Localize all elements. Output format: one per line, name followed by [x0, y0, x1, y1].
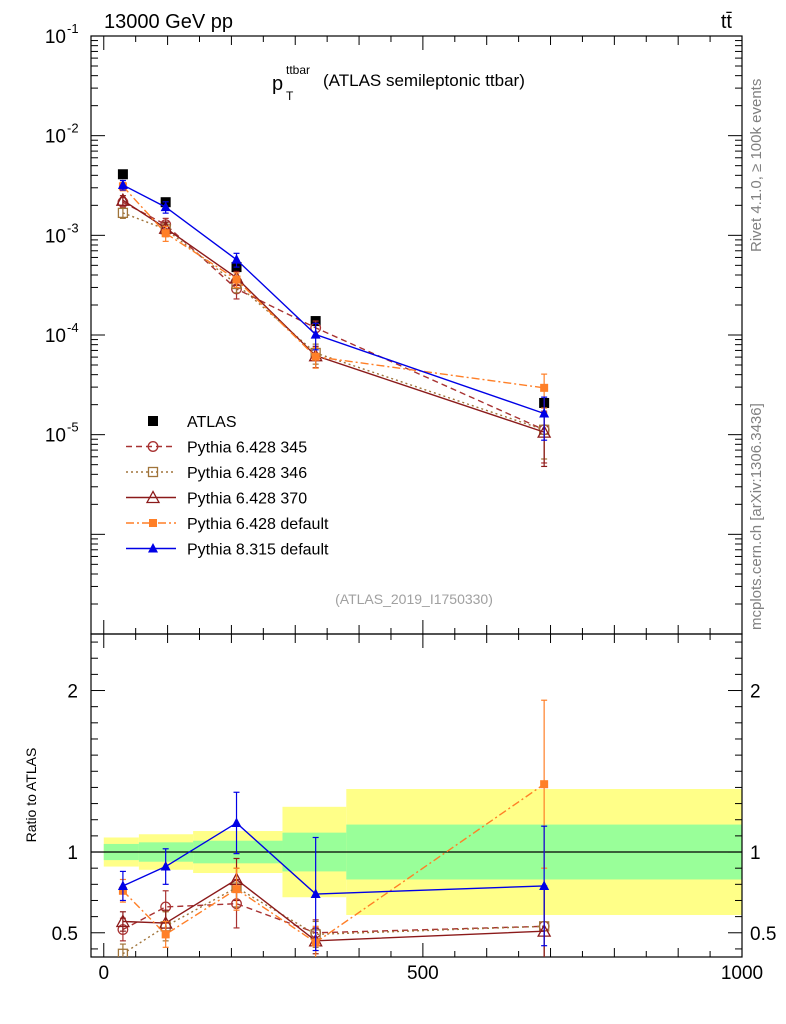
rivet-label: Rivet 4.1.0, ≥ 100k events	[748, 79, 765, 252]
legend-marker	[148, 543, 158, 553]
ratio-point	[161, 930, 170, 939]
legend-entry: Pythia 6.428 345	[126, 440, 307, 457]
ratio-point	[539, 880, 550, 890]
ratio-frame	[90, 633, 743, 958]
series-pythia-6-428-345	[117, 196, 550, 464]
data-point	[117, 207, 129, 219]
series-pythia-6-428-default	[118, 181, 549, 409]
title-sup: ttbar	[286, 63, 310, 77]
ratio-y-tick-label: 1	[67, 843, 78, 864]
series-pythia-8-315-default	[117, 179, 550, 441]
ratio-y-tick-label-right: 1	[750, 843, 761, 864]
legend-label: Pythia 8.315 default	[187, 542, 329, 559]
legend-label: Pythia 6.428 370	[187, 491, 307, 508]
x-tick-label: 500	[407, 963, 439, 984]
ratio-point	[540, 780, 549, 789]
y-tick-label: 10 -2	[45, 121, 79, 148]
ratio-point	[160, 861, 171, 871]
ratio-point	[115, 914, 131, 928]
legend-entry: ATLAS	[148, 414, 237, 431]
legend-label: ATLAS	[187, 414, 237, 431]
data-point	[540, 383, 549, 392]
y-tick-label-base: 10	[45, 27, 66, 48]
ratio-panel: 0.5 0.5 1 1 2 2 0 500 1000	[52, 633, 776, 984]
data-point	[310, 329, 321, 339]
data-point	[232, 275, 241, 284]
series-pythia-6-428-370	[115, 192, 552, 468]
data-point	[117, 169, 128, 180]
legend-marker	[148, 416, 158, 426]
legend-entry: Pythia 6.428 default	[126, 516, 329, 533]
title-sub: T	[286, 89, 294, 103]
y-tick-label-exp: -3	[67, 220, 79, 235]
data-point	[539, 408, 550, 418]
series-atlas	[117, 169, 550, 408]
series-line	[122, 212, 545, 431]
ratio-y-tick-label-right: 0.5	[750, 924, 776, 945]
legend-marker	[147, 466, 159, 478]
y-tick-label-base: 10	[45, 426, 66, 447]
ratio-ylabel: Ratio to ATLAS	[23, 748, 39, 843]
ratio-point	[231, 817, 242, 827]
process-label: tt̄	[721, 11, 733, 33]
legend-label: Pythia 6.428 default	[187, 516, 329, 533]
data-point	[115, 192, 131, 206]
data-point	[231, 254, 242, 264]
plot-title: p ttbar T (ATLAS semileptonic ttbar)	[272, 63, 525, 103]
source-label: mcplots.cern.ch [arXiv:1306.3436]	[748, 403, 765, 630]
y-tick-label: 10 -1	[45, 21, 79, 48]
series-line	[122, 201, 545, 431]
analysis-id: (ATLAS_2019_I1750330)	[335, 591, 493, 607]
y-tick-label-exp: -5	[67, 420, 79, 435]
series-pythia-6-428-346	[117, 207, 550, 460]
energy-label: 13000 GeV pp	[104, 11, 233, 33]
legend-label: Pythia 6.428 346	[187, 465, 307, 482]
y-tick-label: 10 -5	[45, 420, 79, 447]
legend-entry: Pythia 6.428 370	[126, 490, 307, 508]
y-tick-label: 10 -3	[45, 220, 79, 247]
data-point	[117, 179, 128, 189]
legend-entry: Pythia 8.315 default	[126, 542, 329, 559]
legend-marker	[149, 519, 157, 527]
ratio-series	[115, 699, 552, 957]
y-tick-label: 10 -4	[45, 320, 79, 347]
y-tick-label-base: 10	[45, 226, 66, 247]
legend-marker	[147, 441, 159, 452]
series-line	[122, 185, 545, 389]
ratio-point	[117, 880, 128, 890]
y-tick-label-base: 10	[45, 127, 66, 148]
title-main: p	[272, 73, 283, 95]
x-tick-label: 1000	[721, 963, 763, 984]
main-panel: 10-510-410-310-210-1	[45, 21, 743, 635]
ratio-point	[232, 885, 241, 894]
data-point	[160, 201, 171, 212]
series-line	[122, 184, 545, 415]
data-point	[311, 352, 320, 361]
legend: ATLAS Pythia 6.428 345 Pythia 6.428 346 Pyt…	[126, 414, 329, 559]
x-tick-label: 0	[98, 963, 109, 984]
ratio-y-tick-label: 2	[67, 682, 78, 703]
y-tick-label-exp: -4	[67, 320, 79, 335]
ratio-series-pythia-8-315-default	[117, 791, 550, 952]
ratio-point	[310, 888, 321, 899]
ratio-y-tick-label: 0.5	[52, 924, 78, 945]
ratio-y-tick-label-right: 2	[750, 682, 761, 703]
title-rest: (ATLAS semileptonic ttbar)	[323, 71, 525, 90]
legend-entry: Pythia 6.428 346	[126, 465, 307, 482]
y-tick-label-exp: -2	[67, 121, 79, 136]
data-point	[161, 229, 170, 238]
series-line	[122, 199, 545, 433]
y-tick-label-exp: -1	[67, 21, 79, 36]
legend-label: Pythia 6.428 345	[187, 440, 307, 457]
legend-marker	[145, 490, 161, 504]
ratio-line	[122, 902, 545, 934]
y-tick-label-base: 10	[45, 326, 66, 347]
ratio-point	[117, 948, 129, 957]
